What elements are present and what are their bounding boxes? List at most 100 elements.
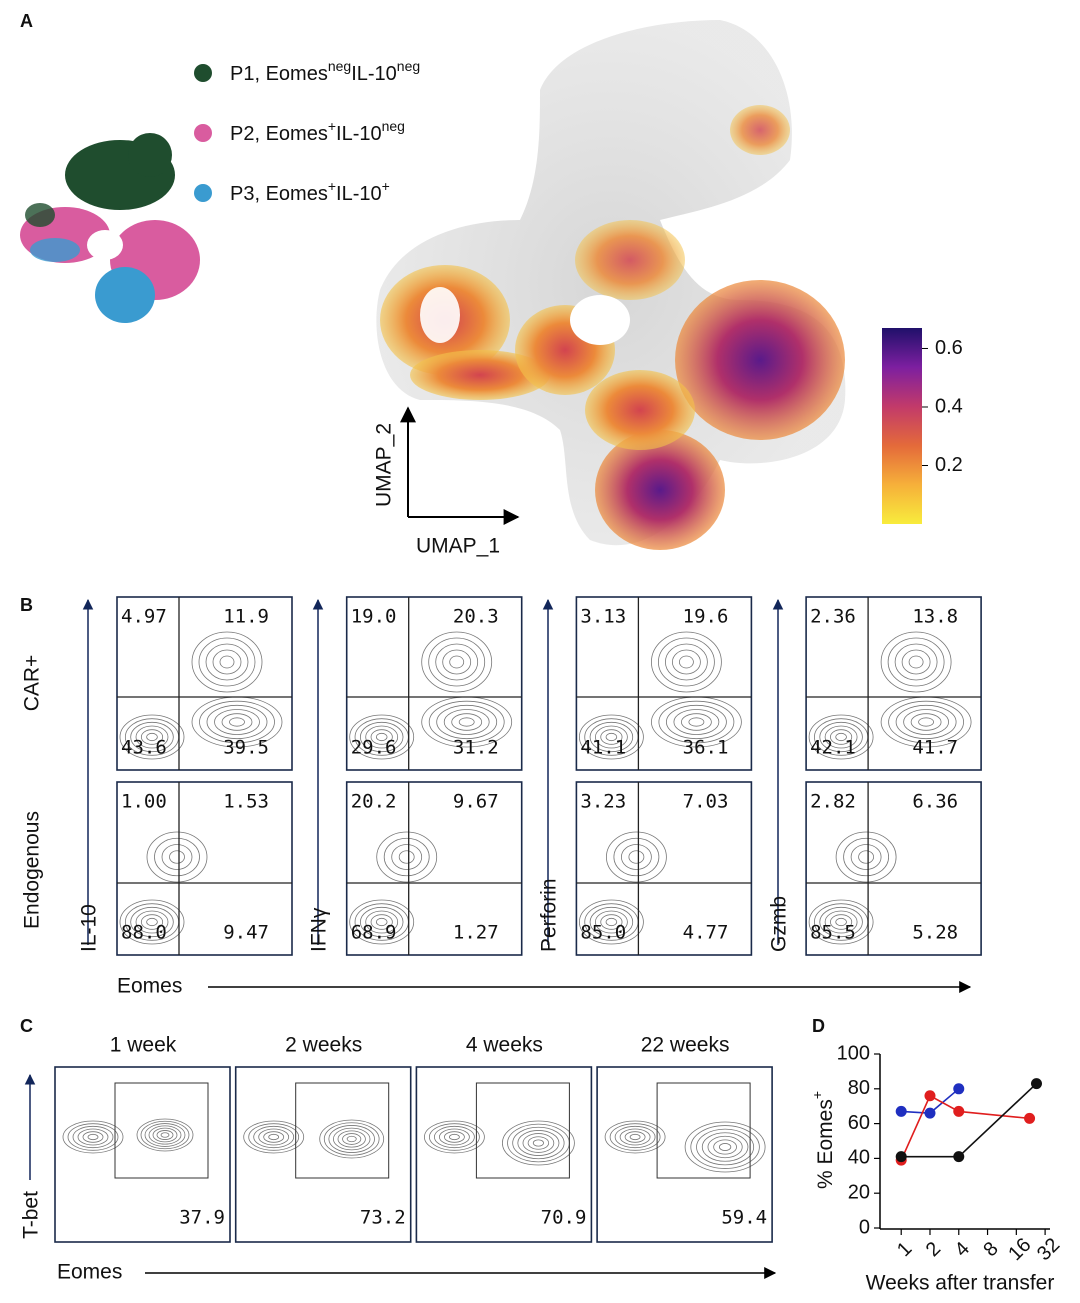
- timepoint-title: 22 weeks: [641, 1034, 730, 1057]
- quadrant-value: 9.67: [453, 791, 499, 813]
- y-tick-label: 20: [848, 1181, 870, 1203]
- data-point: [895, 1105, 907, 1117]
- contour: [383, 837, 430, 877]
- contour: [205, 643, 249, 681]
- data-point: [953, 1083, 965, 1095]
- contour: [918, 717, 934, 727]
- contour: [605, 732, 618, 742]
- contour: [672, 649, 701, 675]
- contour: [707, 1135, 743, 1159]
- contour: [830, 729, 853, 745]
- contour: [359, 721, 404, 753]
- gate: [114, 1082, 209, 1179]
- y-axis-label: Perforin: [538, 878, 561, 952]
- contour: [67, 1123, 119, 1151]
- contour: [433, 1125, 475, 1149]
- contour: [824, 725, 858, 749]
- contour: [370, 914, 393, 930]
- y-axis-label: % Eomes+: [809, 1091, 837, 1189]
- legend-swatch: [194, 64, 212, 82]
- contour: [819, 906, 863, 938]
- contour: [532, 1139, 544, 1147]
- small-umap: [20, 133, 200, 323]
- contour: [206, 704, 268, 740]
- x-tick-label: 4: [951, 1238, 974, 1261]
- contour: [701, 1132, 749, 1162]
- contour: [613, 837, 660, 877]
- legend-text: neg: [382, 118, 405, 134]
- umap-x-label: UMAP_1: [416, 535, 500, 558]
- panel-label: D: [812, 1016, 825, 1036]
- contour: [140, 729, 164, 745]
- contour: [349, 714, 415, 760]
- y-tick-label: 60: [848, 1112, 870, 1134]
- y-tick-label: 0: [859, 1216, 870, 1238]
- contour: [679, 655, 694, 669]
- flow-plot: 73.2: [234, 1066, 412, 1243]
- gate-value: 59.4: [721, 1207, 767, 1229]
- quadrant-value: 19.0: [351, 606, 397, 628]
- plot-frame: [234, 1066, 412, 1243]
- contour: [156, 1130, 174, 1140]
- gate: [656, 1082, 751, 1179]
- quadrant-value: 2.36: [810, 606, 856, 628]
- legend-text: +: [328, 178, 336, 194]
- plot-frame: [805, 781, 982, 956]
- contour: [850, 844, 882, 870]
- contour: [212, 649, 242, 675]
- contour: [718, 1143, 732, 1151]
- contour: [346, 1135, 357, 1143]
- x-tick-label: 1: [893, 1238, 916, 1261]
- quadrant-value: 9.47: [223, 922, 269, 944]
- colorbar: [882, 328, 922, 524]
- contour: [835, 917, 847, 927]
- quadrant-value: 36.1: [683, 737, 729, 759]
- contour: [375, 732, 388, 742]
- legend-entry: P3, Eomes+IL-10+: [230, 178, 390, 206]
- contour: [888, 700, 964, 744]
- contour: [688, 717, 705, 727]
- gate: [295, 1082, 390, 1179]
- contour: [375, 917, 388, 927]
- panel-label: C: [20, 1016, 33, 1036]
- quadrant-value: 4.77: [683, 922, 729, 944]
- x-axis-label: Eomes: [57, 1261, 122, 1284]
- contour: [600, 729, 623, 745]
- contour: [365, 725, 399, 749]
- contour: [808, 714, 874, 760]
- y-tick-label: 100: [837, 1042, 870, 1064]
- contour: [629, 1133, 641, 1141]
- plot-frame: [116, 781, 293, 956]
- legend-text: P2, Eomes: [230, 123, 328, 145]
- contour: [595, 725, 628, 749]
- contour: [690, 1125, 760, 1169]
- contour: [628, 850, 645, 864]
- contour: [248, 1123, 300, 1151]
- quadrant-value: 31.2: [453, 737, 499, 759]
- plot-frame: [345, 596, 523, 771]
- contour: [673, 709, 720, 735]
- x-tick-label: 8: [979, 1238, 1002, 1261]
- y-tick-label: 40: [848, 1147, 870, 1169]
- quadrant-value: 39.5: [223, 737, 269, 759]
- legend-text: neg: [328, 58, 351, 74]
- quadrant-value: 3.13: [580, 606, 626, 628]
- flow-plot: 3.23 7.03 85.0 4.77: [575, 781, 753, 956]
- contour: [161, 844, 193, 870]
- contour: [152, 1127, 178, 1143]
- contour: [903, 709, 949, 735]
- contour: [609, 1123, 661, 1151]
- contour: [359, 906, 404, 938]
- quadrant-value: 41.1: [580, 737, 626, 759]
- plot-frame: [805, 596, 982, 771]
- flow-plot: 2.82 6.36 85.5 5.28: [805, 781, 982, 956]
- legend-swatch: [194, 124, 212, 142]
- plot-frame: [575, 596, 753, 771]
- quadrant-value: 5.28: [912, 922, 958, 944]
- contour: [619, 1128, 651, 1146]
- contour: [435, 643, 479, 681]
- contour: [438, 1128, 470, 1146]
- contour: [428, 700, 505, 744]
- quadrant-value: 29.6: [351, 737, 397, 759]
